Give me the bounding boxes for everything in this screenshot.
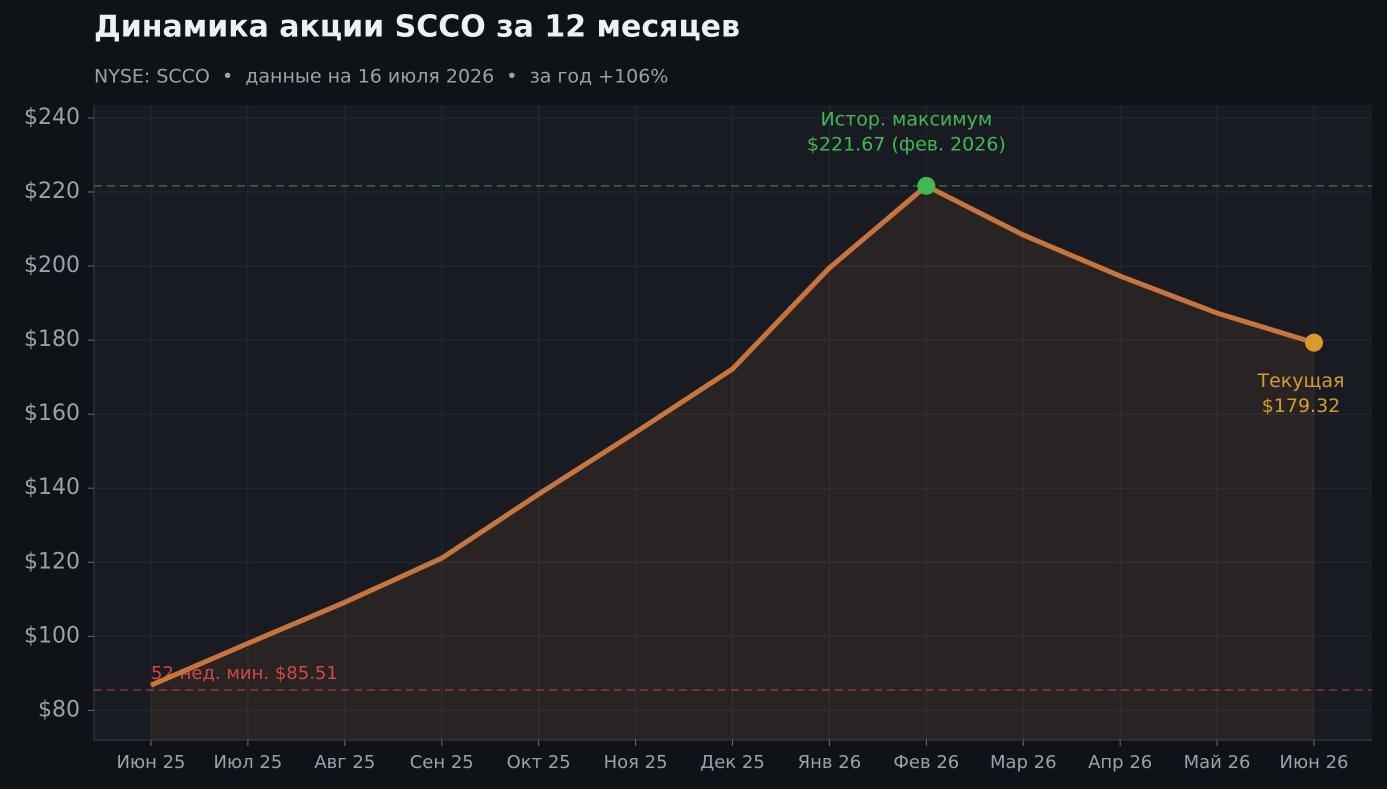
x-tick-label: Июн 25: [116, 752, 185, 773]
y-tick-label: $220: [24, 179, 80, 204]
y-tick-label: $80: [38, 697, 80, 722]
x-tick-label: Фев 26: [893, 752, 959, 773]
y-tick-label: $160: [24, 401, 80, 426]
x-tick-label: Мар 26: [990, 752, 1057, 773]
x-tick-label: Дек 25: [700, 752, 765, 773]
current-annotation: Текущая: [1257, 370, 1345, 392]
x-tick-label: Авг 25: [314, 752, 375, 773]
y-tick-label: $100: [24, 623, 80, 648]
area: [151, 185, 1314, 741]
x-tick-label: Окт 25: [507, 752, 571, 773]
x-tick-label: Сен 25: [410, 752, 474, 773]
x-tick-label: Май 26: [1184, 752, 1251, 773]
y-tick-label: $140: [24, 475, 80, 500]
y-tick-label: $120: [24, 549, 80, 574]
chart-subtitle: NYSE: SCCO • данные на 16 июля 2026 • за…: [94, 66, 668, 88]
max-annotation: Истор. максимум: [821, 108, 993, 130]
x-tick-label: Янв 26: [798, 752, 862, 773]
y-tick-label: $180: [24, 327, 80, 352]
current-annotation: $179.32: [1262, 395, 1341, 417]
max-marker: [917, 176, 936, 195]
chart-title: Динамика акции SCCO за 12 месяцев: [94, 10, 740, 45]
x-tick-label: Апр 26: [1088, 752, 1152, 773]
line: [150, 183, 1315, 688]
x-tick-label: Ноя 25: [604, 752, 668, 773]
current-marker: [1305, 333, 1323, 352]
y-tick-label: $240: [24, 105, 80, 130]
x-tick-label: Июл 25: [214, 752, 283, 773]
max-annotation: $221.67 (фев. 2026): [807, 133, 1006, 155]
min-line-label: 52 нед. мин. $85.51: [151, 663, 338, 684]
y-tick-label: $200: [24, 253, 80, 278]
x-tick-label: Июн 26: [1279, 752, 1348, 773]
